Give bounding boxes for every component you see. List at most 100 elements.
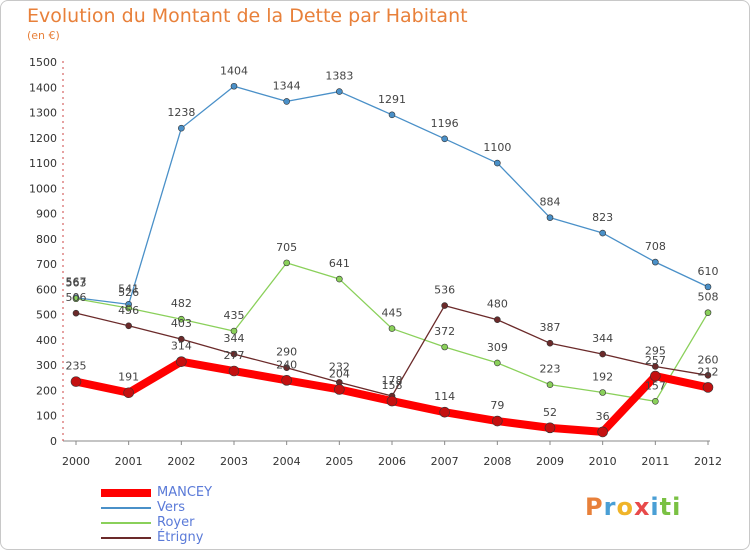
data-point: [228, 365, 240, 377]
logo-letter: P: [585, 493, 604, 521]
legend-item: Vers: [101, 500, 301, 515]
data-label: 344: [592, 332, 613, 345]
x-tick-label: 2010: [589, 455, 617, 468]
data-point: [599, 389, 606, 396]
x-tick-label: 2007: [431, 455, 459, 468]
data-point: [494, 359, 501, 367]
y-tick-label: 500: [36, 309, 57, 322]
legend-label: Étrigny: [157, 530, 204, 545]
data-label: 705: [276, 241, 297, 254]
y-tick-label: 800: [36, 233, 57, 246]
logo-letter: i: [672, 493, 682, 521]
data-point: [281, 375, 292, 386]
logo-letter: t: [659, 493, 673, 521]
legend-item: MANCEY: [101, 485, 301, 500]
data-point: [230, 327, 238, 335]
data-point: [494, 159, 501, 167]
data-label: 526: [118, 286, 139, 299]
data-point: [652, 398, 659, 405]
y-tick-label: 900: [36, 208, 57, 221]
data-label: 708: [645, 240, 666, 253]
legend-label: Royer: [157, 515, 195, 530]
data-point: [652, 363, 659, 370]
data-label: 506: [66, 291, 87, 304]
data-label: 79: [490, 399, 504, 412]
x-tick-label: 2012: [694, 455, 722, 468]
data-label: 114: [434, 390, 455, 403]
data-label: 445: [382, 307, 403, 320]
y-tick-label: 1100: [29, 157, 57, 170]
data-label: 192: [592, 370, 613, 383]
y-tick-label: 400: [36, 334, 57, 347]
data-label: 257: [645, 354, 666, 367]
legend-swatch: [101, 507, 151, 509]
legend-label: MANCEY: [157, 485, 213, 500]
data-point: [283, 364, 290, 372]
data-point: [597, 426, 608, 438]
data-label: 567: [66, 276, 87, 289]
data-point: [492, 415, 503, 427]
chart-title: Evolution du Montant de la Dette par Hab…: [27, 5, 468, 27]
data-point: [176, 356, 187, 367]
x-tick-label: 2009: [536, 455, 564, 468]
data-label: 508: [698, 291, 719, 304]
data-label: 1238: [167, 106, 195, 119]
data-point: [283, 98, 290, 105]
x-tick-label: 2003: [220, 455, 248, 468]
y-tick-label: 0: [50, 435, 57, 448]
x-tick-label: 2001: [115, 455, 143, 468]
data-label: 232: [329, 360, 350, 373]
data-point: [546, 214, 554, 221]
data-label: 372: [434, 325, 455, 338]
data-point: [386, 395, 398, 407]
data-point: [441, 302, 448, 309]
data-label: 240: [276, 358, 297, 371]
legend-label: Vers: [157, 500, 185, 515]
data-point: [650, 370, 661, 382]
x-tick-label: 2004: [273, 455, 301, 468]
y-tick-label: 1200: [29, 132, 57, 145]
data-point: [178, 335, 185, 343]
data-point: [230, 350, 238, 358]
data-label: 1344: [273, 79, 301, 92]
y-tick-label: 300: [36, 359, 57, 372]
data-label: 480: [487, 298, 508, 311]
logo-letter: r: [603, 493, 617, 521]
data-label: 191: [118, 371, 139, 384]
y-tick-label: 600: [36, 283, 57, 296]
y-tick-label: 200: [36, 384, 57, 397]
data-point: [334, 384, 345, 395]
y-tick-label: 100: [36, 410, 57, 423]
data-label: 158: [382, 379, 403, 392]
data-label: 277: [224, 349, 245, 362]
data-point: [599, 350, 606, 358]
y-tick-label: 1400: [29, 81, 57, 94]
data-point: [283, 259, 290, 267]
data-point: [336, 275, 343, 283]
legend: MANCEY Vers Royer Étrigny: [101, 485, 301, 545]
data-label: 260: [698, 353, 719, 366]
data-label: 1196: [431, 117, 459, 130]
data-label: 541: [118, 282, 139, 295]
data-label: 212: [698, 365, 719, 378]
logo-letter: o: [616, 493, 634, 521]
data-label: 403: [171, 317, 192, 330]
data-label: 563: [66, 277, 87, 290]
legend-item: Étrigny: [101, 530, 301, 545]
data-label: 52: [543, 406, 557, 419]
data-label: 610: [698, 265, 719, 278]
data-label: 456: [118, 304, 139, 317]
data-point: [704, 309, 712, 316]
data-point: [72, 309, 80, 317]
data-point: [439, 406, 450, 418]
data-label: 36: [596, 410, 610, 423]
data-label: 884: [540, 196, 561, 209]
x-tick-label: 2002: [167, 455, 195, 468]
data-label: 290: [276, 346, 297, 359]
data-point: [441, 343, 448, 351]
data-label: 435: [224, 309, 245, 322]
data-label: 235: [66, 360, 87, 373]
y-tick-label: 1000: [29, 182, 57, 195]
legend-item: Royer: [101, 515, 301, 530]
